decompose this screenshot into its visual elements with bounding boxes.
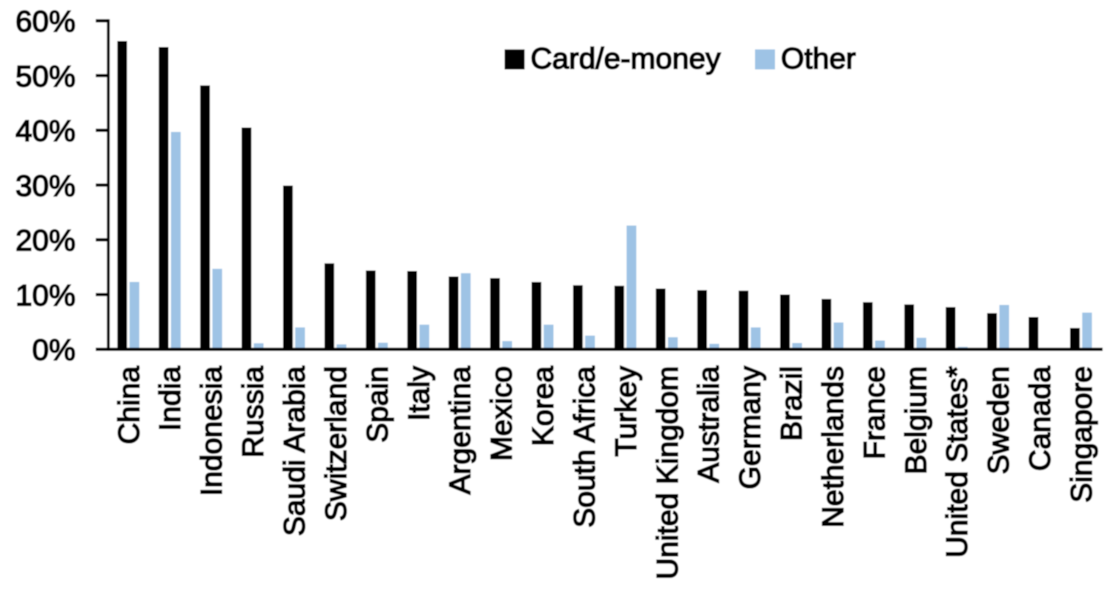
svg-text:50%: 50% (15, 60, 75, 93)
svg-text:Argentina: Argentina (444, 366, 477, 495)
svg-text:Netherlands: Netherlands (817, 366, 850, 528)
svg-text:Spain: Spain (361, 366, 394, 443)
svg-text:Indonesia: Indonesia (196, 366, 229, 496)
svg-text:Canada: Canada (1024, 366, 1057, 471)
svg-text:40%: 40% (15, 115, 75, 148)
svg-text:Korea: Korea (527, 366, 560, 446)
svg-text:Mexico: Mexico (486, 366, 519, 461)
svg-text:Italy: Italy (403, 366, 436, 421)
svg-text:China: China (113, 366, 146, 445)
svg-text:Russia: Russia (237, 366, 270, 458)
svg-text:India: India (154, 366, 187, 431)
svg-text:United Kingdom: United Kingdom (651, 366, 684, 579)
svg-text:20%: 20% (15, 225, 75, 258)
svg-text:Germany: Germany (734, 366, 767, 489)
svg-text:Belgium: Belgium (900, 366, 933, 474)
svg-text:Switzerland: Switzerland (320, 366, 353, 521)
svg-text:South Africa: South Africa (568, 366, 601, 528)
svg-text:0%: 0% (32, 334, 75, 367)
svg-text:Card/e-money: Card/e-money (531, 43, 721, 76)
svg-text:Other: Other (781, 43, 856, 76)
svg-text:Turkey: Turkey (610, 366, 643, 457)
svg-text:Brazil: Brazil (776, 366, 809, 441)
svg-text:10%: 10% (15, 279, 75, 312)
svg-text:France: France (858, 366, 891, 459)
svg-text:Saudi Arabia: Saudi Arabia (278, 366, 311, 536)
svg-text:United States*: United States* (941, 366, 974, 558)
svg-text:Singapore: Singapore (1065, 366, 1098, 503)
svg-text:60%: 60% (15, 6, 75, 39)
svg-text:30%: 30% (15, 170, 75, 203)
svg-text:Australia: Australia (693, 366, 726, 483)
svg-text:Sweden: Sweden (983, 366, 1016, 474)
